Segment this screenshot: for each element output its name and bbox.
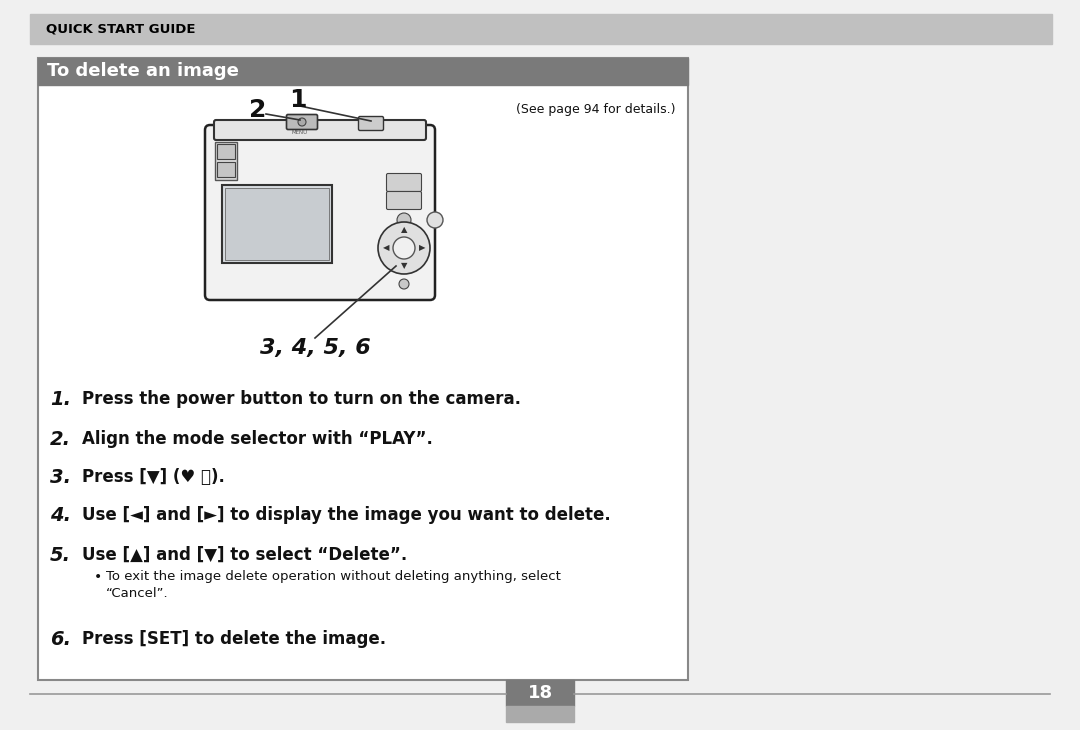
Text: Use [◄] and [►] to display the image you want to delete.: Use [◄] and [►] to display the image you… [82, 506, 611, 524]
Bar [507, 680, 573, 706]
Text: Press [SET] to delete the image.: Press [SET] to delete the image. [82, 630, 387, 648]
Text: 18: 18 [527, 684, 553, 702]
Bar [215, 142, 237, 180]
Text: 1.: 1. [50, 390, 71, 409]
FancyBboxPatch shape [205, 125, 435, 300]
FancyBboxPatch shape [387, 191, 421, 210]
FancyBboxPatch shape [286, 115, 318, 129]
Circle shape [427, 212, 443, 228]
Circle shape [393, 237, 415, 259]
Text: 1: 1 [289, 88, 307, 112]
Text: 6.: 6. [50, 630, 71, 649]
FancyBboxPatch shape [214, 120, 426, 140]
Text: Press [▼] (♥ ？).: Press [▼] (♥ ？). [82, 468, 225, 486]
Text: ▼: ▼ [401, 261, 407, 271]
Text: 2.: 2. [50, 430, 71, 449]
Circle shape [298, 118, 306, 126]
Bar [38, 58, 688, 85]
Text: 5.: 5. [50, 546, 71, 565]
FancyBboxPatch shape [387, 174, 421, 191]
Bar [30, 14, 1052, 44]
Text: Press the power button to turn on the camera.: Press the power button to turn on the ca… [82, 390, 521, 408]
Text: Align the mode selector with “PLAY”.: Align the mode selector with “PLAY”. [82, 430, 433, 448]
Text: QUICK START GUIDE: QUICK START GUIDE [46, 23, 195, 36]
Bar [38, 58, 688, 680]
Circle shape [399, 279, 409, 289]
Text: To exit the image delete operation without deleting anything, select: To exit the image delete operation witho… [106, 570, 561, 583]
Circle shape [397, 213, 411, 227]
FancyBboxPatch shape [359, 117, 383, 131]
Text: 3.: 3. [50, 468, 71, 487]
Text: “Cancel”.: “Cancel”. [106, 587, 168, 600]
Bar [507, 706, 573, 722]
Text: 3, 4, 5, 6: 3, 4, 5, 6 [259, 338, 370, 358]
Text: 4.: 4. [50, 506, 71, 525]
Text: (See page 94 for details.): (See page 94 for details.) [516, 104, 676, 117]
Bar [217, 144, 235, 159]
Text: ▲: ▲ [401, 226, 407, 234]
Text: •: • [94, 570, 103, 584]
Text: To delete an image: To delete an image [48, 63, 239, 80]
Text: 2: 2 [249, 98, 267, 122]
Bar [217, 162, 235, 177]
Text: ◀: ◀ [382, 244, 389, 253]
Text: Use [▲] and [▼] to select “Delete”.: Use [▲] and [▼] to select “Delete”. [82, 546, 407, 564]
Text: ▶: ▶ [419, 244, 426, 253]
Text: MENU: MENU [292, 131, 308, 136]
Bar [225, 188, 329, 260]
Bar [222, 185, 332, 263]
Circle shape [378, 222, 430, 274]
